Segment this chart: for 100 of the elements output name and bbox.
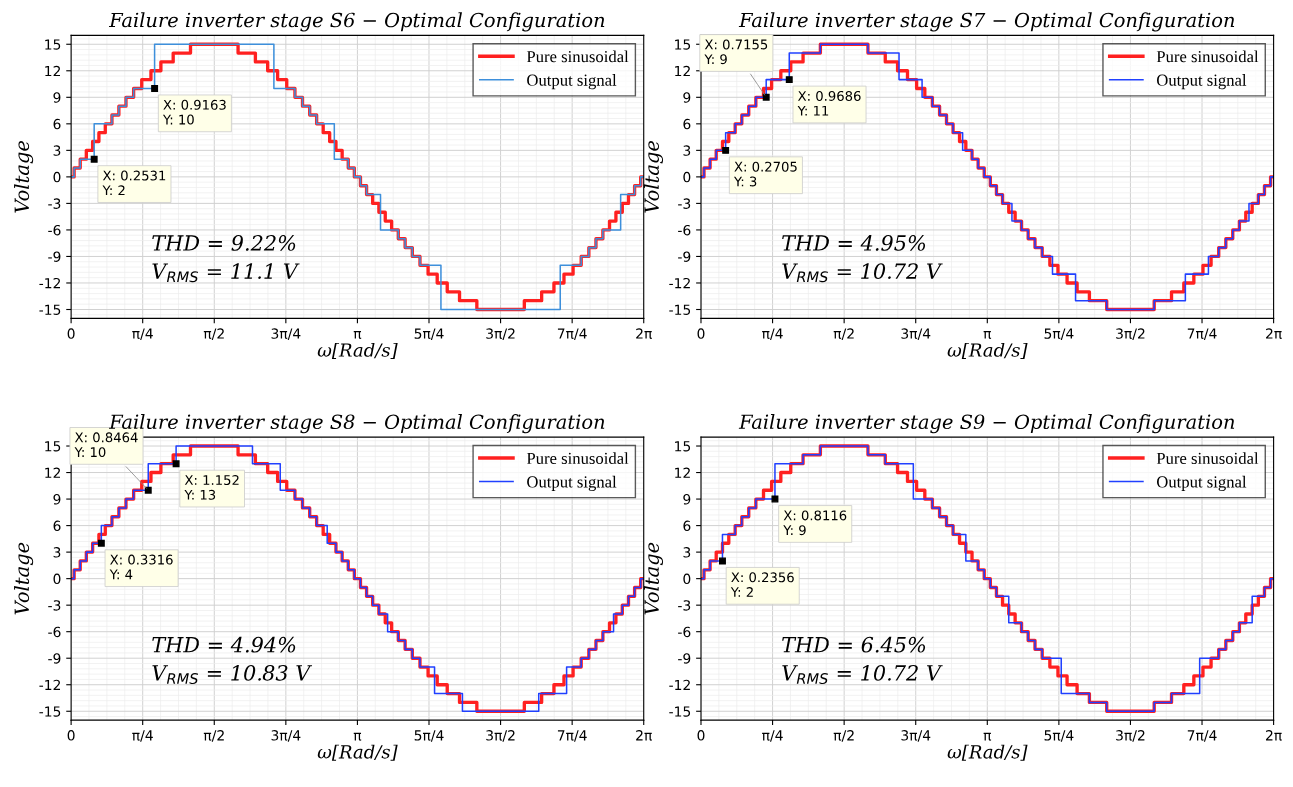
y-tick-label: -6: [678, 224, 691, 236]
y-tick-label: -12: [39, 277, 60, 289]
annotation: X: 0.9686 Y: 11: [797, 90, 861, 116]
x-axis-title: ω[Rad/s]: [317, 342, 398, 359]
annotation: X: 0.7155 Y: 9: [704, 39, 768, 65]
y-tick-label: -9: [678, 251, 691, 262]
x-tick-label: 7π/4: [1187, 328, 1217, 340]
y-tick-label: 9: [53, 494, 61, 505]
x-tick-label: 2π: [636, 730, 652, 741]
y-tick-label: 3: [683, 145, 691, 156]
y-tick-label: 15: [45, 441, 61, 452]
x-tick-label: 3π/2: [486, 730, 515, 742]
x-tick-label: π: [983, 331, 992, 339]
x-axis-title: ω[Rad/s]: [317, 744, 398, 761]
annotation: V$_{RMS}$ = 10.72 V: [782, 664, 943, 685]
x-tick-label: 0: [67, 328, 75, 339]
x-tick-label: 5π/4: [414, 328, 444, 340]
x-tick-label: π/2: [203, 328, 224, 340]
annotation: THD = 4.94%: [152, 636, 296, 653]
legend-label: Pure sinusoidal: [1156, 452, 1259, 465]
legend-label: Output signal: [527, 475, 617, 491]
legend-label: Pure sinusoidal: [526, 452, 629, 465]
annotation: THD = 6.45%: [782, 636, 926, 653]
y-tick-label: 15: [45, 39, 61, 50]
y-tick-label: -9: [48, 251, 61, 262]
y-tick-label: 0: [683, 573, 691, 585]
annotation: V$_{RMS}$ = 10.83 V: [152, 664, 313, 685]
annotation: X: 1.152 Y: 13: [184, 475, 239, 500]
x-tick-label: 2π: [1266, 730, 1282, 741]
annotation: X: 0.3316 Y: 4: [109, 554, 173, 580]
x-tick-label: 7π/4: [557, 730, 587, 742]
x-tick-label: π/4: [762, 328, 783, 340]
y-tick-label: -12: [669, 679, 690, 691]
y-axis-title: Voltage: [14, 542, 34, 615]
x-tick-label: π: [983, 732, 992, 741]
legend-label: Output signal: [1156, 475, 1247, 491]
y-tick-label: 0: [53, 573, 61, 585]
y-tick-label: 3: [53, 547, 61, 558]
x-tick-label: 0: [697, 730, 705, 741]
y-tick-label: 9: [683, 494, 691, 505]
annotation: X: 0.2705 Y: 3: [733, 161, 797, 187]
x-tick-label: 3π/2: [1116, 328, 1145, 340]
y-tick-label: -9: [678, 653, 691, 664]
y-tick-label: 0: [683, 171, 691, 183]
x-tick-label: 2π: [1266, 328, 1282, 339]
y-tick-label: 12: [45, 65, 60, 77]
x-tick-label: 7π/4: [557, 328, 587, 340]
y-tick-label: -3: [48, 198, 61, 209]
x-tick-label: 3π/4: [271, 328, 301, 340]
annotation: THD = 4.95%: [782, 235, 926, 251]
annotation: X: 0.9163 Y: 10: [162, 99, 226, 125]
x-tick-label: π/4: [132, 328, 153, 340]
x-tick-label: π/4: [132, 730, 153, 742]
x-axis-title: ω[Rad/s]: [947, 744, 1028, 761]
y-tick-label: -15: [669, 304, 691, 315]
annotation: X: 0.8116 Y: 9: [783, 510, 847, 536]
x-tick-label: π: [353, 331, 362, 339]
y-tick-label: 6: [53, 118, 61, 130]
x-tick-label: 5π/4: [1044, 730, 1074, 742]
y-tick-label: 6: [53, 520, 61, 532]
y-tick-label: -3: [678, 600, 691, 611]
x-tick-label: 7π/4: [1187, 730, 1217, 742]
x-tick-label: π/4: [762, 730, 783, 742]
y-tick-label: 6: [683, 520, 691, 532]
y-tick-label: 12: [45, 467, 60, 478]
y-tick-label: 12: [675, 65, 690, 77]
y-tick-label: 15: [675, 39, 691, 50]
x-tick-label: 2π: [636, 328, 652, 339]
y-tick-label: 15: [675, 441, 691, 452]
y-tick-label: 9: [683, 92, 691, 103]
x-tick-label: 3π/4: [901, 730, 931, 742]
y-tick-label: 3: [53, 145, 61, 156]
y-axis-title: Voltage: [643, 542, 664, 615]
y-axis-title: Voltage: [643, 140, 664, 213]
legend-label: Output signal: [1156, 74, 1247, 90]
x-tick-label: π: [353, 732, 362, 741]
x-tick-label: 0: [67, 730, 75, 741]
annotation: THD = 9.22%: [152, 235, 296, 251]
x-tick-label: 3π/2: [1116, 730, 1145, 742]
y-tick-label: 0: [53, 171, 61, 183]
y-tick-label: 6: [683, 118, 691, 130]
x-tick-label: π/2: [833, 328, 854, 340]
x-tick-label: π/2: [203, 730, 224, 742]
annotation: X: 0.8464 Y: 10: [74, 432, 138, 458]
x-tick-label: 0: [697, 328, 705, 339]
y-tick-label: -15: [39, 304, 61, 315]
y-tick-label: -9: [48, 653, 61, 664]
legend-label: Output signal: [527, 74, 617, 90]
legend-label: Pure sinusoidal: [526, 50, 629, 63]
annotation: V$_{RMS}$ = 10.72 V: [782, 263, 943, 283]
y-tick-label: -3: [48, 600, 61, 611]
annotation: V$_{RMS}$ = 11.1 V: [152, 263, 300, 283]
y-tick-label: 3: [683, 547, 691, 558]
annotation: X: 0.2356 Y: 2: [730, 572, 794, 597]
annotation: X: 0.2531 Y: 2: [102, 170, 166, 196]
x-axis-title: ω[Rad/s]: [947, 342, 1028, 359]
x-tick-label: 5π/4: [1044, 328, 1074, 340]
y-tick-label: 9: [53, 92, 61, 103]
y-tick-label: 12: [675, 467, 690, 478]
y-tick-label: -6: [48, 224, 61, 236]
